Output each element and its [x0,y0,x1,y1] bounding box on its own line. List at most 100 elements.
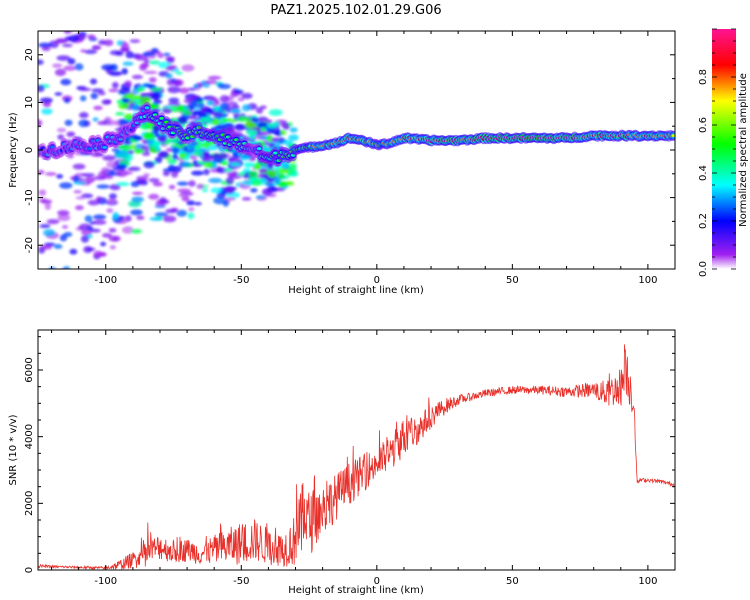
spectrogram-noise-blob [117,144,127,150]
spectrogram-noise-blob [96,184,110,189]
spectrogram-xtick-label: -100 [94,275,117,286]
spectrogram-noise-blob [222,199,229,207]
spectrogram-noise-blob [151,93,162,99]
spectrogram-noise-blob [46,218,60,225]
spectrogram-noise-blob [267,170,277,178]
spectrogram-noise-blob [157,52,164,59]
spectrogram-noise-blob [109,184,121,191]
spectrogram-noise-blob [57,214,71,222]
spectrogram-noise-blob [133,148,145,154]
spectrogram-noise-blob [208,145,218,151]
spectrogram-ytick-label: 0 [24,147,35,153]
spectrogram-noise-blob [69,248,78,255]
spectrogram-noise-blob [93,105,103,111]
spectrogram-noise-blob [143,59,151,64]
snr-xtick-label: 100 [638,576,657,587]
spectrogram-noise-blob [130,181,140,188]
spectrogram-noise-blob [185,152,194,157]
spectrogram-noise-blob [247,170,259,178]
spectrogram-noise-blob [80,235,90,243]
spectrogram-noise-blob [127,149,135,155]
spectrogram-noise-blob [101,233,113,238]
spectrogram-noise-blob [92,219,107,225]
spectrogram-noise-blob [262,188,273,196]
spectrogram-noise-blob [63,65,77,71]
spectrogram-ridge-core [159,116,165,120]
spectrogram-noise-blob [203,168,210,176]
spectrogram-noise-blob [289,127,298,133]
spectrogram-noise-blob [200,117,212,123]
spectrogram-noise-blob [148,178,160,183]
spectrogram-noise-blob [72,163,86,170]
spectrogram-noise-blob [79,112,89,119]
snr-xtick-label: -50 [233,576,249,587]
spectrogram-noise-blob [216,167,228,174]
colorbar-gradient [712,29,736,269]
spectrogram-noise-blob [129,39,141,43]
spectrogram-noise-blob [74,63,84,71]
spectrogram-noise-blob [226,126,235,133]
spectrogram-noise-blob [121,98,130,103]
spectrogram-noise-blob [127,166,141,172]
spectrogram-noise-blob [116,40,124,46]
spectrogram-noise-blob [79,95,87,102]
spectrogram-noise-blob [69,31,74,32]
spectrogram-noise-blob [123,113,134,121]
spectrogram-noise-blob [236,124,243,129]
spectrogram-noise-blob [258,168,268,173]
spectrogram-noise-blob [152,141,163,146]
spectrogram-noise-blob [122,139,133,146]
spectrogram-noise-blob [219,95,230,103]
spectrogram-noise-blob [108,235,121,242]
spectrogram-noise-blob [171,146,180,154]
spectrogram-noise-blob [161,108,173,114]
spectrogram-noise-blob [221,118,232,122]
spectrogram-noise-blob [182,110,192,116]
spectrogram-noise-blob [131,191,144,196]
spectrogram-noise-blob [131,74,144,80]
spectrogram-noise-blob [121,42,130,48]
spectrogram-xtick-label: 0 [374,275,380,286]
spectrogram-noise-blob [239,155,251,161]
spectrogram-noise-blob [59,182,73,189]
spectrogram-noise-blob [143,132,155,139]
spectrogram-noise-blob [63,31,72,34]
spectrogram-noise-blob [241,197,252,201]
spectrogram-noise-blob [45,18,54,25]
spectrogram-noise-blob [245,129,258,136]
spectrogram-noise-blob [172,79,184,87]
spectrogram-noise-blob [230,109,242,114]
spectrogram-noise-blob [242,104,251,112]
spectrogram-noise-blob [237,116,247,123]
spectrogram-noise-blob [288,134,299,141]
spectrogram-noise-blob [207,75,222,80]
spectrogram-noise-blob [165,208,177,214]
spectrogram-noise-blob [224,185,235,193]
spectrogram-noise-blob [186,200,196,206]
snr-ytick-label: 6000 [24,357,35,382]
spectrogram-noise-blob [234,89,244,94]
spectrogram-noise-blob [102,155,116,161]
spectrogram-noise-blob [75,196,86,200]
spectrogram-noise-blob [125,215,132,222]
spectrogram-noise-blob [162,215,177,223]
colorbar-axes: 0.0 0.2 0.4 0.6 0.8 [698,28,736,277]
spectrogram-noise-blob [41,108,53,115]
spectrogram-noise-blob [122,61,134,66]
spectrogram-noise-blob [257,122,270,129]
spectrogram-noise-blob [131,196,144,203]
spectrogram-noise-blob [187,142,197,148]
spectrogram-noise-blob [266,127,275,134]
spectrogram-noise-blob [81,173,95,177]
spectrogram-noise-blob [165,73,173,79]
spectrogram-noise-blob [106,160,117,169]
spectrogram-noise-blob [130,209,143,216]
spectrogram-noise-blob [211,118,220,126]
spectrogram-noise-blob [197,102,205,108]
spectrogram-noise-blob [206,100,215,106]
spectrogram-noise-blob [279,163,289,169]
spectrogram-noise-blob [152,181,163,187]
spectrogram-noise-blob [91,88,104,93]
